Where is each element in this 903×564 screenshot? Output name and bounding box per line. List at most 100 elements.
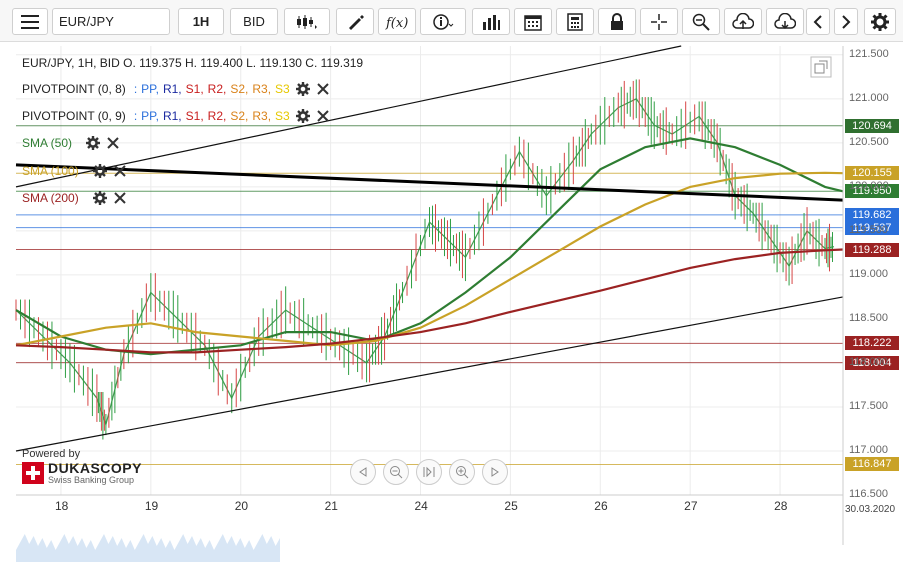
svg-text:f(x): f(x) xyxy=(385,16,408,30)
timeframe-selector[interactable]: 1H xyxy=(178,8,224,35)
bars-icon xyxy=(483,14,500,30)
info-button[interactable] xyxy=(420,8,466,35)
zoom-in-icon xyxy=(456,466,469,479)
gear-icon[interactable] xyxy=(295,82,310,96)
gear-icon[interactable] xyxy=(295,109,310,123)
calendar-button[interactable] xyxy=(514,8,552,35)
ohlc-text: EUR/JPY, 1H, BID O. 119.375 H. 119.400 L… xyxy=(22,56,364,70)
y-tick-label: 118.000 xyxy=(849,355,888,368)
calculator-icon xyxy=(567,12,583,31)
price-tag: 119.537 xyxy=(845,220,899,235)
prev-button[interactable] xyxy=(806,8,830,35)
triangle-right-icon xyxy=(491,467,499,477)
next-button[interactable] xyxy=(834,8,858,35)
zoom-icon xyxy=(692,13,710,31)
function-button[interactable]: f(x) xyxy=(378,8,416,35)
price-tag: 118.004 xyxy=(845,355,899,370)
function-icon: f(x) xyxy=(385,16,408,30)
draw-button[interactable] xyxy=(336,8,374,35)
crosshair-icon xyxy=(651,13,667,30)
brand-name: DUKASCOPY xyxy=(48,460,142,476)
calculator-button[interactable] xyxy=(556,8,594,35)
pivot1-name: PIVOTPOINT (0, 8) xyxy=(22,82,126,96)
pivot2-r1: R1, xyxy=(162,109,182,123)
close-icon[interactable] xyxy=(113,164,127,178)
pivot2-s3: S3 xyxy=(275,109,290,123)
zoom-button[interactable] xyxy=(682,8,720,35)
lock-button[interactable] xyxy=(598,8,636,35)
prev-icon xyxy=(813,14,822,29)
close-icon[interactable] xyxy=(106,136,120,150)
y-tick-label: 117.000 xyxy=(849,443,888,456)
sma50-label: SMA (50) xyxy=(22,136,73,150)
y-tick-label: 121.500 xyxy=(849,47,889,60)
powered-by-text: Powered by xyxy=(22,448,81,460)
y-tick-label: 117.500 xyxy=(849,399,888,412)
download-button[interactable] xyxy=(766,8,804,35)
upload-icon xyxy=(732,12,754,29)
indicators-button[interactable] xyxy=(472,8,510,35)
pivot2-r2: R2, xyxy=(207,109,227,123)
next-icon xyxy=(842,14,851,29)
crosshair-button[interactable] xyxy=(640,8,678,35)
y-tick-label: 118.500 xyxy=(849,311,888,324)
y-tick-label: 119.000 xyxy=(849,267,888,280)
price-tag: 119.950 xyxy=(845,184,899,199)
pivot1-s3: S3 xyxy=(275,82,290,96)
scroll-right-button[interactable] xyxy=(482,459,508,485)
trendline-upper-channel xyxy=(15,45,682,188)
menu-icon xyxy=(21,14,39,29)
x-tick-label: 28 xyxy=(774,499,788,513)
gear-icon[interactable] xyxy=(86,136,101,150)
settings-button[interactable] xyxy=(864,8,896,35)
sma100-label: SMA (100) xyxy=(22,164,79,178)
expand-button[interactable] xyxy=(810,56,832,78)
trendline-resistance xyxy=(15,163,844,202)
chart-type-button[interactable] xyxy=(284,8,330,35)
pivot2-r3: R3, xyxy=(252,109,272,123)
scroll-left-button[interactable] xyxy=(350,459,376,485)
chart-area[interactable]: EUR/JPY, 1H, BID O. 119.375 H. 119.400 L… xyxy=(0,42,903,564)
price-tag: 120.694 xyxy=(845,118,899,133)
pivot1-r2: R2, xyxy=(207,82,227,96)
price-tag: 119.682 xyxy=(845,207,899,222)
instrument-label: EUR/JPY xyxy=(59,14,114,29)
y-tick-label: 121.000 xyxy=(849,91,889,104)
y-tick-label: 116.500 xyxy=(849,488,888,500)
x-tick-label: 21 xyxy=(324,499,338,513)
calendar-icon xyxy=(524,14,542,31)
price-chart[interactable] xyxy=(0,42,903,564)
pivot1-sep: : xyxy=(133,82,138,96)
legend-sma100: SMA (100) xyxy=(22,164,127,178)
gear-icon[interactable] xyxy=(92,164,107,178)
legend-sma50: SMA (50) xyxy=(22,136,120,150)
pivot1-s1: S1, xyxy=(185,82,204,96)
menu-button[interactable] xyxy=(12,8,48,35)
zoom-in-button[interactable] xyxy=(449,459,475,485)
legend-pivot-1: PIVOTPOINT (0, 8) : PP, R1, S1, R2, S2, … xyxy=(22,82,330,96)
reset-view-button[interactable] xyxy=(416,459,442,485)
brand-sub: Swiss Banking Group xyxy=(48,475,135,485)
x-tick-label: 25 xyxy=(504,499,518,513)
zoom-out-button[interactable] xyxy=(383,459,409,485)
x-tick-label: 24 xyxy=(414,499,428,513)
draw-icon xyxy=(349,14,364,30)
price-side-selector[interactable]: BID xyxy=(230,8,278,35)
close-icon[interactable] xyxy=(316,109,330,123)
lock-icon xyxy=(611,12,623,30)
close-icon[interactable] xyxy=(113,191,127,205)
triangle-left-icon xyxy=(359,467,367,477)
pivot2-sep: : xyxy=(133,109,138,123)
legend-sma200: SMA (200) xyxy=(22,191,127,205)
x-tick-label: 19 xyxy=(144,499,159,513)
info-icon xyxy=(433,13,454,30)
legend-ohlc: EUR/JPY, 1H, BID O. 119.375 H. 119.400 L… xyxy=(22,56,363,70)
volume-area xyxy=(16,534,280,562)
upload-button[interactable] xyxy=(724,8,762,35)
instrument-selector[interactable]: EUR/JPY xyxy=(52,8,170,35)
legend-pivot-2: PIVOTPOINT (0, 9) : PP, R1, S1, R2, S2, … xyxy=(22,109,330,123)
gear-icon[interactable] xyxy=(92,191,107,205)
pivot1-pp: PP, xyxy=(141,82,159,96)
close-icon[interactable] xyxy=(316,82,330,96)
toolbar: EUR/JPY 1H BID f(x) xyxy=(0,0,903,42)
